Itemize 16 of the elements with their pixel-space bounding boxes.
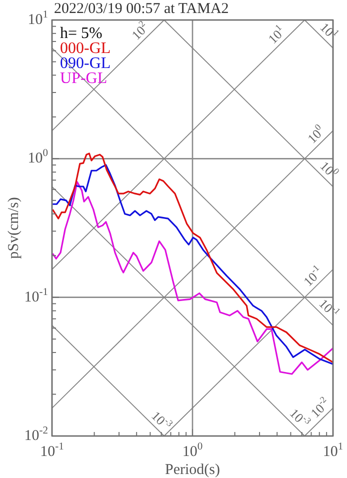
text: UP-GL <box>60 70 108 88</box>
annotation: 100 <box>304 122 324 146</box>
annotation: 101 <box>265 22 285 47</box>
x-axis-title: Period(s) <box>165 462 220 478</box>
text: 090-GL <box>60 55 111 72</box>
annotation: 101 <box>317 20 342 40</box>
chart-title: 2022/03/19 00:57 at TAMA2 <box>54 0 229 17</box>
annotation: 10-3 <box>148 408 176 429</box>
annotation: 100 <box>317 158 342 178</box>
y-axis-title: pSv(cm/s) <box>6 197 22 259</box>
annotation: 10-3 <box>286 405 314 426</box>
annotation: 10-1 <box>300 262 321 290</box>
annotation: 10-1 <box>316 296 342 316</box>
annotation: 102 <box>128 18 148 43</box>
text: 000-GL <box>60 40 111 58</box>
annotation: h= 5% <box>60 25 102 42</box>
